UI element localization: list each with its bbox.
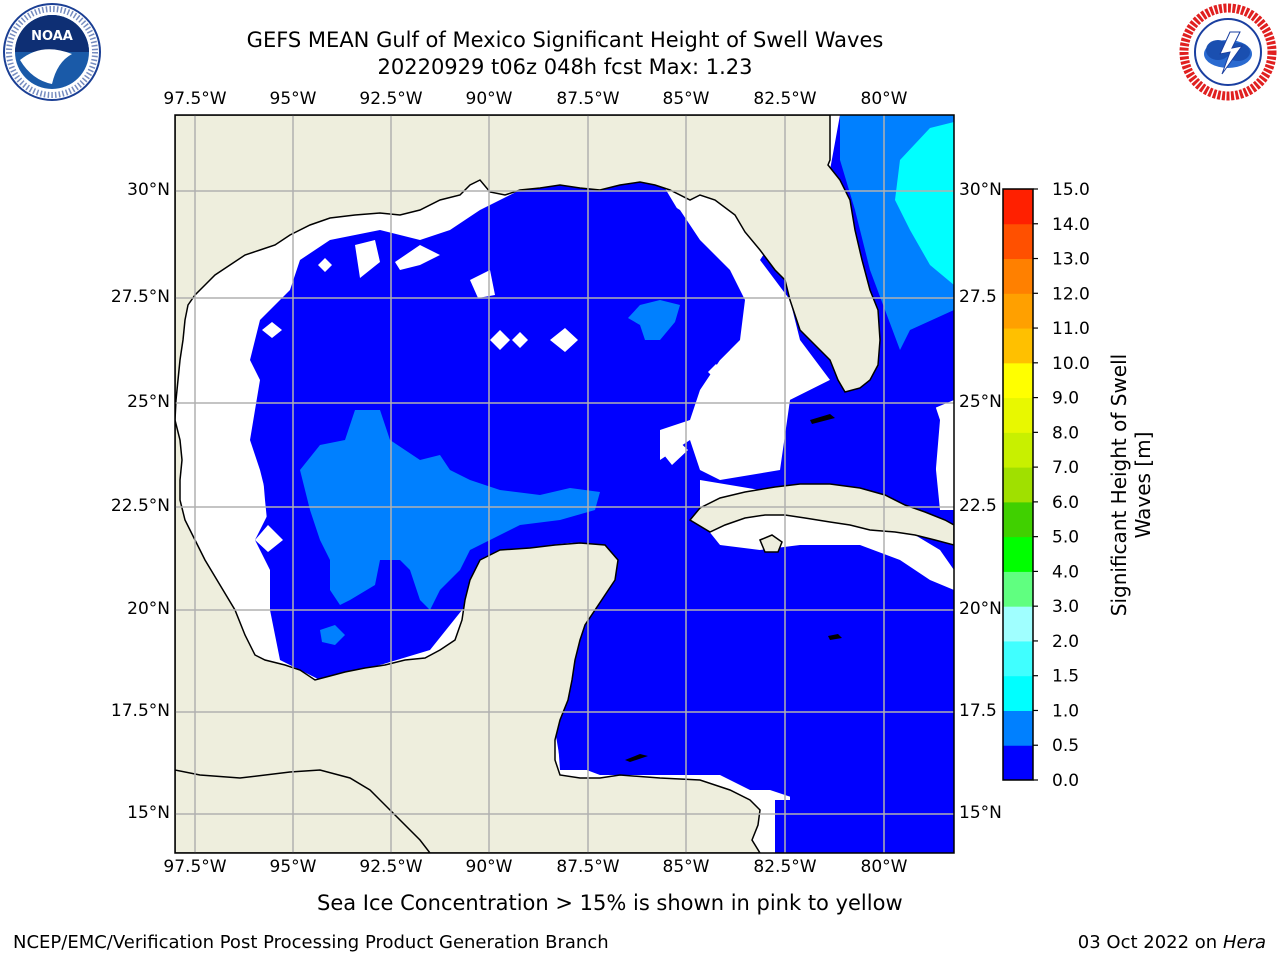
lon-label-bottom: 85°W: [662, 857, 710, 877]
lon-label-top: 97.5°W: [163, 89, 227, 109]
colorbar-tick-label: 14.0: [1052, 215, 1090, 235]
lon-label-top: 80°W: [860, 89, 908, 109]
nws-logo: [1179, 3, 1277, 101]
colorbar-tick-label: 4.0: [1052, 562, 1079, 582]
lat-label-left: 17.5°N: [110, 701, 170, 721]
lat-label-left: 27.5°N: [110, 287, 170, 307]
colorbar-bin: [1003, 710, 1033, 746]
footer-left: NCEP/EMC/Verification Post Processing Pr…: [13, 932, 609, 953]
noaa-logo-text: NOAA: [31, 29, 73, 44]
ice-note: Sea Ice Concentration > 15% is shown in …: [317, 891, 903, 915]
colorbar: 15.0 14.0 13.0 12.0 11.0 10.0 9.0 8.0 7.0 6.0 5.0 4…: [1002, 180, 1090, 791]
swell-zone-1-0-1-5: [895, 122, 954, 285]
lon-label-top: 82.5°W: [753, 89, 817, 109]
colorbar-tick-label: 8.0: [1052, 423, 1079, 443]
colorbar-bin: [1003, 745, 1033, 781]
footer-date: 03 Oct 2022 on: [1077, 932, 1223, 953]
colorbar-tick-label: 15.0: [1052, 180, 1090, 200]
lon-label-top: 85°W: [662, 89, 710, 109]
lat-label-right: 27.5: [959, 287, 997, 307]
colorbar-tick-label: 11.0: [1052, 319, 1090, 339]
lon-label-top: 90°W: [465, 89, 513, 109]
gridlines: [175, 115, 954, 853]
colorbar-tick-label: 10.0: [1052, 354, 1090, 374]
colorbar-bin: [1003, 293, 1033, 329]
colorbar-bin: [1003, 675, 1033, 711]
map-subtitle: 20220929 t06z 048h fcst Max: 1.23: [377, 55, 753, 79]
colorbar-label-line1: Significant Height of Swell: [1107, 354, 1131, 616]
lon-label-top: 87.5°W: [556, 89, 620, 109]
colorbar-tick-label: 1.5: [1052, 667, 1079, 687]
colorbar-bin: [1003, 189, 1033, 225]
colorbar-bin: [1003, 467, 1033, 503]
lon-label-bottom: 82.5°W: [753, 857, 817, 877]
colorbar-tick-label: 1.0: [1052, 701, 1079, 721]
lat-label-left: 22.5°N: [110, 496, 170, 516]
footer-machine: Hera: [1222, 932, 1266, 953]
map-title: GEFS MEAN Gulf of Mexico Significant Hei…: [246, 28, 884, 52]
colorbar-bin: [1003, 606, 1033, 642]
colorbar-bin: [1003, 223, 1033, 260]
lat-label-left: 30°N: [127, 180, 170, 200]
colorbar-bin: [1003, 362, 1033, 399]
colorbar-bin: [1003, 640, 1033, 677]
lat-label-right: 15°N: [959, 803, 1002, 823]
lat-label-right: 25°N: [959, 392, 1002, 412]
colorbar-tick-label: 12.0: [1052, 284, 1090, 304]
colorbar-tick-label: 3.0: [1052, 597, 1079, 617]
lat-label-left: 20°N: [127, 599, 170, 619]
colorbar-bin: [1003, 432, 1033, 468]
colorbar-tick-label: 0.5: [1052, 736, 1079, 756]
lon-label-bottom: 95°W: [269, 857, 317, 877]
lat-label-right: 30°N: [959, 180, 1002, 200]
lat-label-right: 22.5: [959, 496, 997, 516]
footer-right: 03 Oct 2022 on Hera: [1078, 932, 1266, 953]
colorbar-bin: [1003, 397, 1033, 433]
lat-label-left: 25°N: [127, 392, 170, 412]
lon-label-bottom: 87.5°W: [556, 857, 620, 877]
colorbar-tick-label: 7.0: [1052, 458, 1079, 478]
colorbar-tick-label: 9.0: [1052, 389, 1079, 409]
colorbar-bin: [1003, 328, 1033, 364]
colorbar-tick-label: 13.0: [1052, 250, 1090, 270]
lon-label-top: 95°W: [269, 89, 317, 109]
colorbar-tick-label: 5.0: [1052, 528, 1079, 548]
colorbar-bin: [1003, 571, 1033, 607]
colorbar-frame: [1002, 188, 1034, 781]
colorbar-bin: [1003, 536, 1033, 572]
colorbar-label-line2: Waves [m]: [1131, 432, 1155, 539]
lon-label-bottom: 90°W: [465, 857, 513, 877]
swell-zone-0-5-1-0: [300, 410, 600, 610]
lon-label-bottom: 97.5°W: [163, 857, 227, 877]
lon-label-bottom: 80°W: [860, 857, 908, 877]
colorbar-tick-label: 0.0: [1052, 771, 1079, 791]
lon-label-bottom: 92.5°W: [359, 857, 423, 877]
noaa-logo: NOAA: [3, 3, 101, 101]
map-frame: [174, 114, 955, 854]
colorbar-bin: [1003, 258, 1033, 294]
colorbar-tick-label: 6.0: [1052, 493, 1079, 513]
lat-label-right: 17.5: [959, 701, 997, 721]
colorbar-bin: [1003, 501, 1033, 538]
colorbar-tick-label: 2.0: [1052, 632, 1079, 652]
lat-label-right: 20°N: [959, 599, 1002, 619]
lon-label-top: 92.5°W: [359, 89, 423, 109]
lat-label-left: 15°N: [127, 803, 170, 823]
